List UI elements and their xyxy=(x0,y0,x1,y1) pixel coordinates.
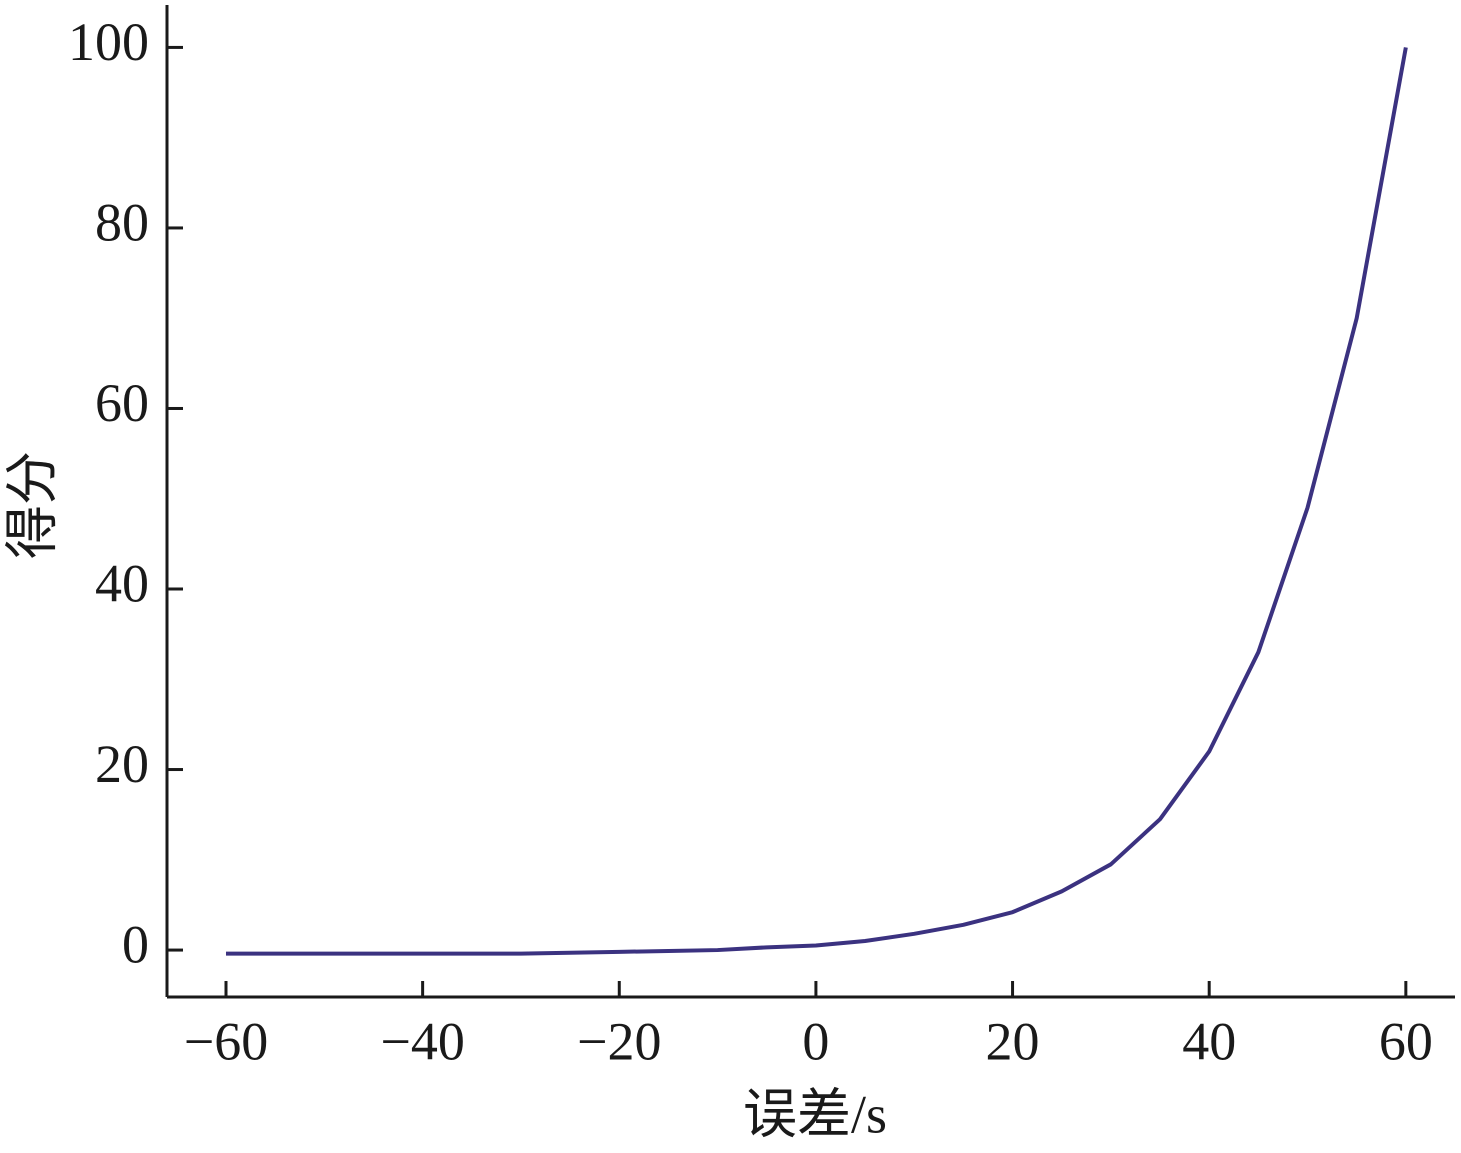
x-tick-label: −20 xyxy=(577,1011,661,1071)
x-tick-label: 0 xyxy=(802,1011,829,1071)
y-axis-label: 得分 xyxy=(2,451,62,559)
x-tick-label: −40 xyxy=(380,1011,464,1071)
y-tick-label: 80 xyxy=(95,192,149,252)
line xyxy=(225,47,1408,956)
y-tick-label: 0 xyxy=(122,914,149,974)
y-tick-label: 100 xyxy=(68,12,149,72)
x-tick-label: 20 xyxy=(986,1011,1040,1071)
x-axis-label: 误差/s xyxy=(743,1084,887,1144)
y-tick-label: 40 xyxy=(95,553,149,613)
x-tick-label: 60 xyxy=(1379,1011,1433,1071)
x-tick-label: −60 xyxy=(184,1011,268,1071)
x-tick-label: 40 xyxy=(1182,1011,1236,1071)
y-tick-label: 60 xyxy=(95,373,149,433)
y-tick-label: 20 xyxy=(95,734,149,794)
